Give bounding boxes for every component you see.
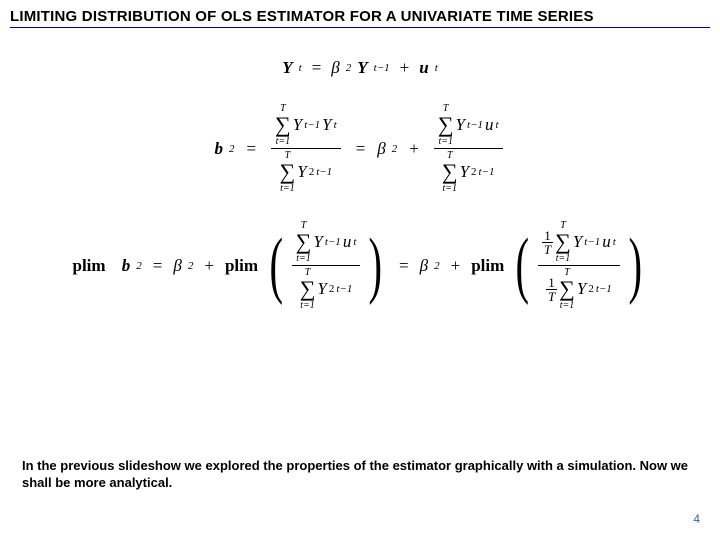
equation-1: Yt = β2 Yt−1 + ut [282, 58, 438, 78]
var-b: b [122, 256, 131, 276]
equals: = [399, 256, 409, 276]
equation-2: b2 = T∑t=1 Yt−1Yt T∑t=1 Y2t−1 = β2 + T∑t… [214, 102, 505, 195]
var-u: u [419, 58, 428, 78]
sub: t [299, 62, 302, 74]
equals: = [312, 58, 322, 78]
plim: plim [471, 256, 504, 276]
plus: + [400, 58, 410, 78]
var-Y: Y [282, 58, 292, 78]
plim: plim [72, 256, 105, 276]
var-b: b [214, 139, 223, 159]
beta: β [173, 256, 181, 276]
sub: t−1 [374, 62, 390, 74]
beta: β [331, 58, 339, 78]
plus: + [451, 256, 461, 276]
page-title: LIMITING DISTRIBUTION OF OLS ESTIMATOR F… [0, 0, 720, 25]
beta: β [377, 139, 385, 159]
sub: t [435, 62, 438, 74]
equals: = [246, 139, 256, 159]
paren-group: ( T∑t=1 Yt−1ut T∑t=1 Y2t−1 ) [264, 219, 388, 312]
fraction: T∑t=1 Yt−1ut T∑t=1 Y2t−1 [434, 102, 503, 195]
sub: 2 [346, 62, 352, 74]
sub: 2 [229, 143, 235, 155]
plim: plim [225, 256, 258, 276]
fraction: T∑t=1 Yt−1Yt T∑t=1 Y2t−1 [271, 102, 341, 195]
equation-3: plim b2 = β2 + plim ( T∑t=1 Yt−1ut T∑t=1… [72, 219, 647, 312]
equations-block: Yt = β2 Yt−1 + ut b2 = T∑t=1 Yt−1Yt T∑t=… [0, 28, 720, 312]
plus: + [409, 139, 419, 159]
body-paragraph: In the previous slideshow we explored th… [22, 457, 698, 492]
paren-group: ( 1T T∑t=1 Yt−1ut 1T T∑t=1 Y2t−1 ) [510, 219, 647, 312]
equals: = [356, 139, 366, 159]
plus: + [204, 256, 214, 276]
equals: = [153, 256, 163, 276]
var-Y: Y [357, 58, 367, 78]
page-number: 4 [693, 512, 700, 526]
beta: β [420, 256, 428, 276]
